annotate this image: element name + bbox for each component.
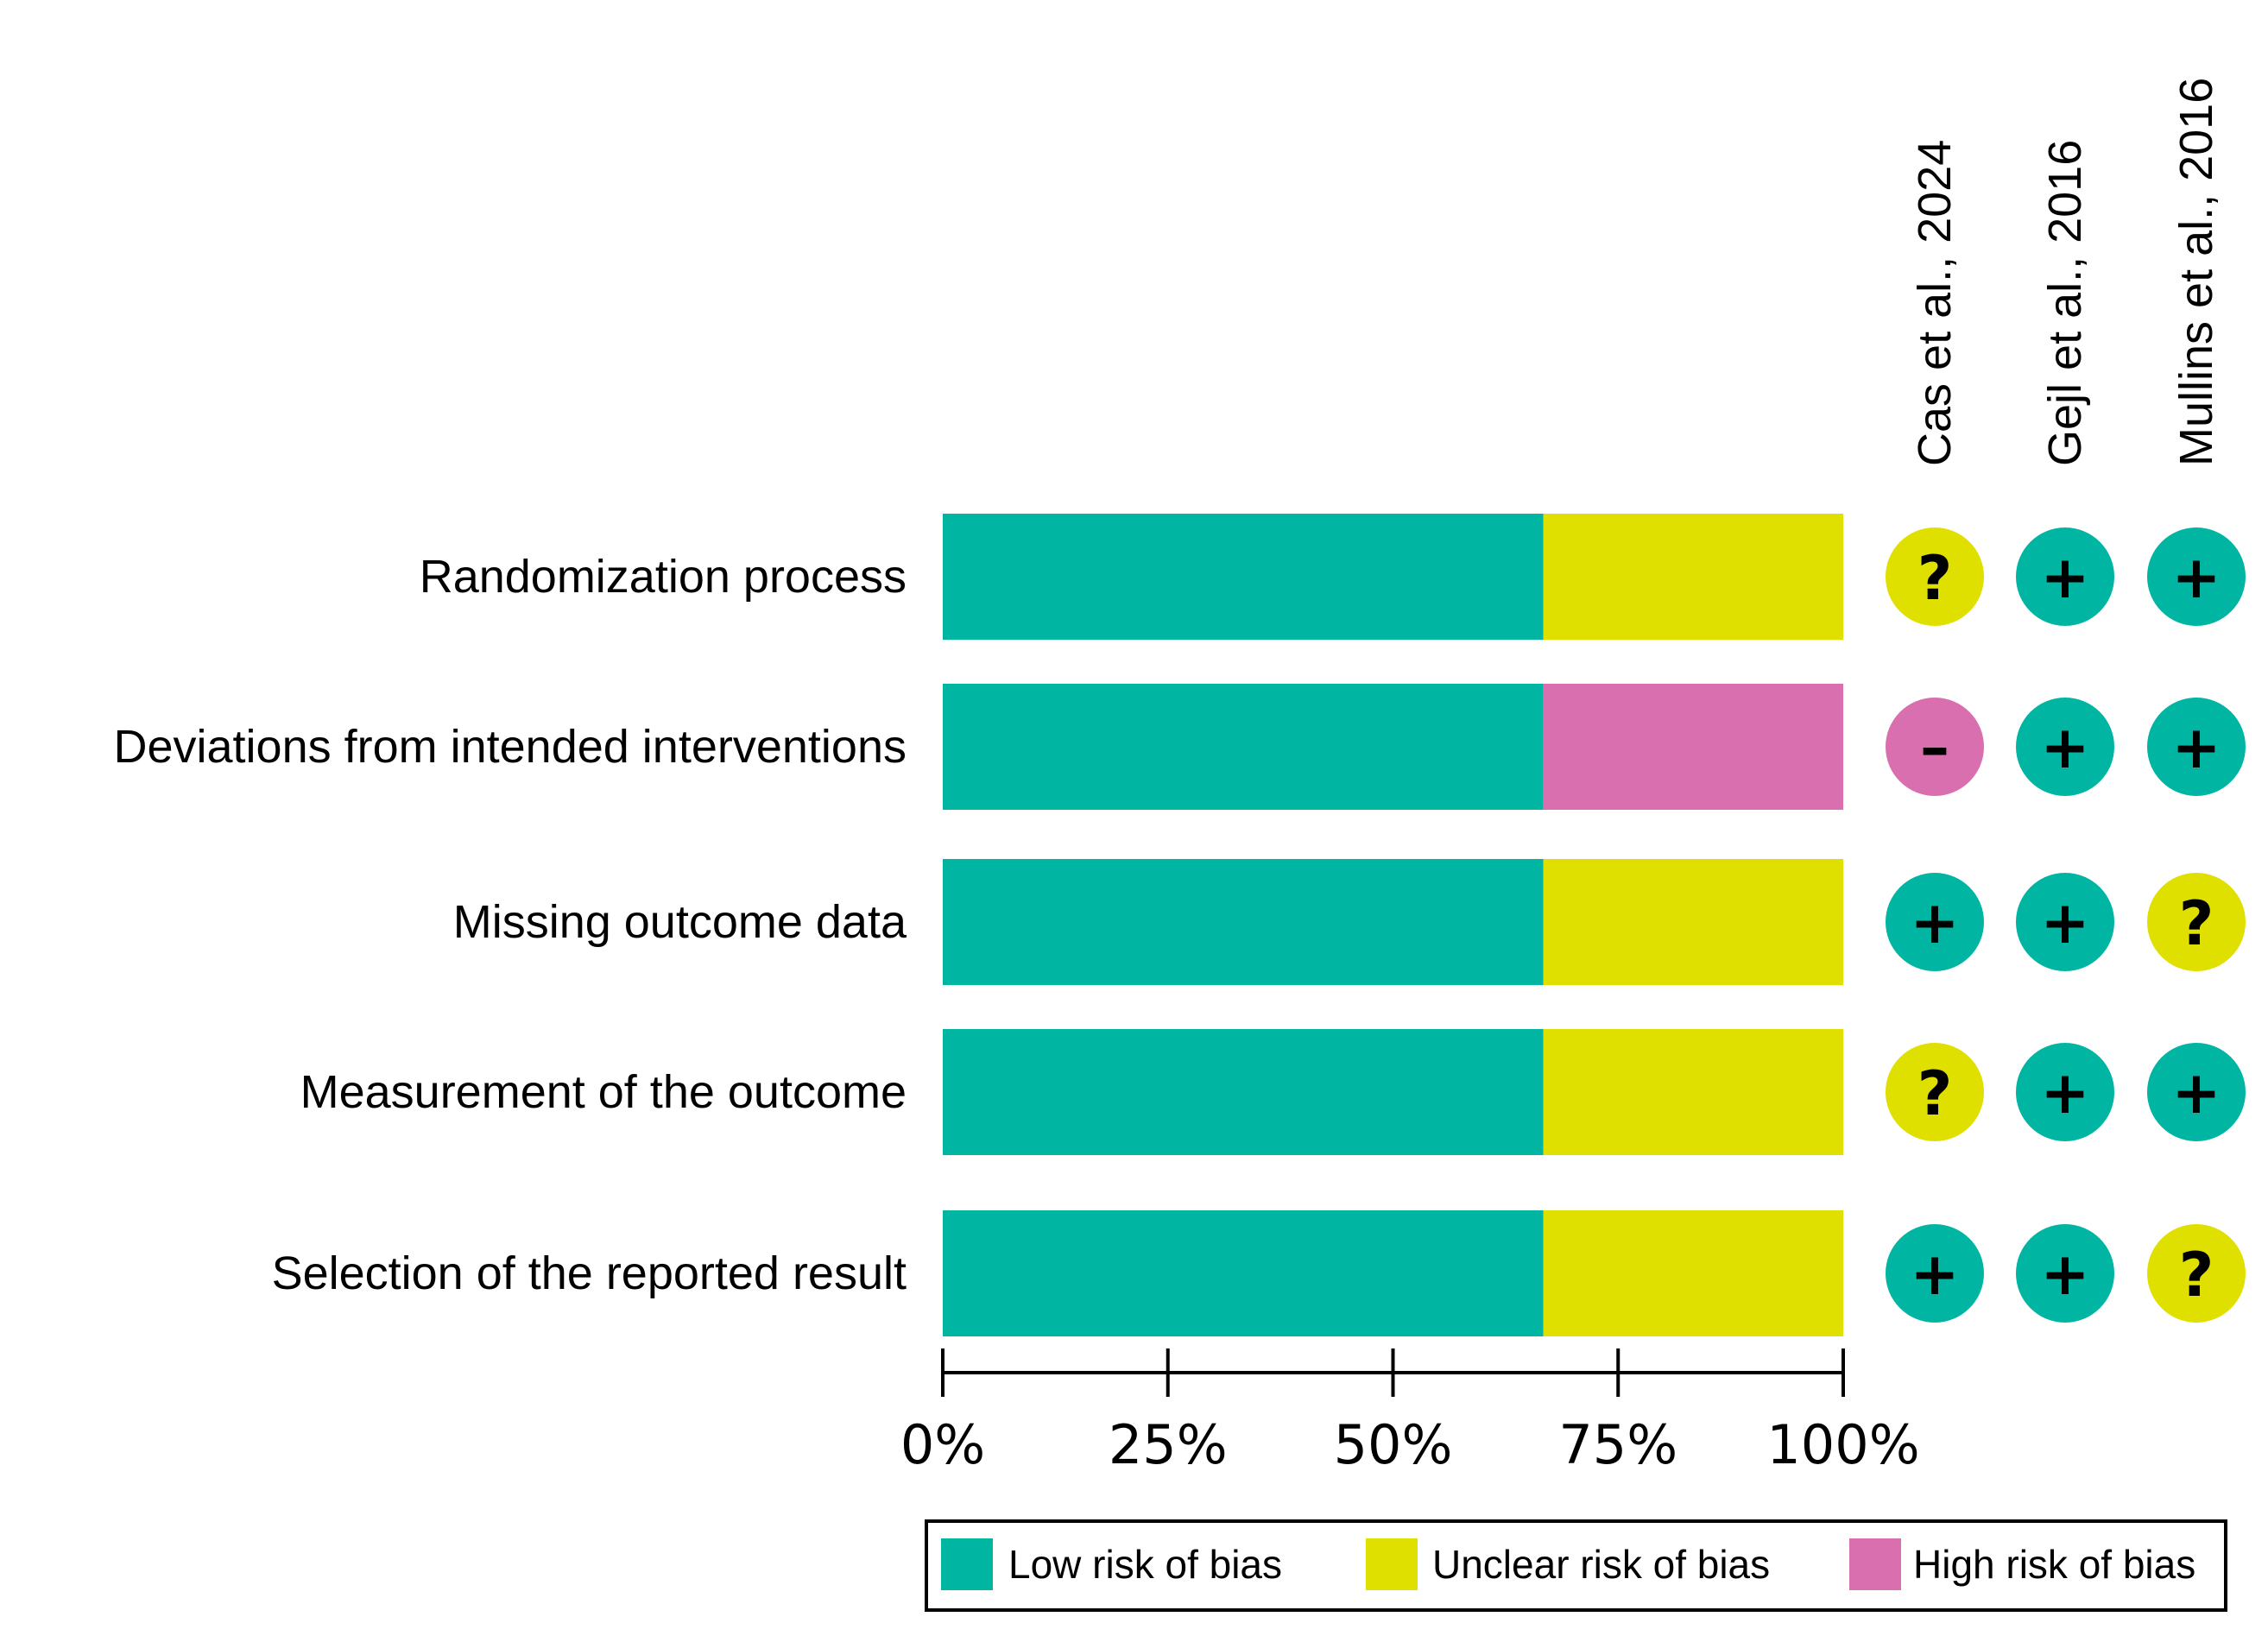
judgement-circle-unclear [1886,1043,1984,1141]
judgement-circle-high [1886,698,1984,796]
bar-segment-unclear-row-3 [1543,859,1843,985]
judgement-circle-unclear [2147,1224,2246,1323]
judgement-circle-low [2147,698,2246,796]
plus-icon: + [2041,889,2090,957]
legend-swatch-low [941,1538,993,1590]
bar-segment-low-row-1 [943,514,1544,640]
plus-icon: + [1911,1241,1960,1309]
judgement-circle-unclear [2147,873,2246,971]
x-axis: 0% 25% 50% 75% 100% [900,1348,1920,1476]
judgement-circle-low [1886,1224,1984,1323]
judgement-circle-low [2016,698,2114,796]
bar-segment-low-row-2 [943,684,1544,810]
category-label: Missing outcome data [453,896,907,948]
judgement-circle-low [2016,1043,2114,1141]
legend-label: High risk of bias [1913,1542,2195,1587]
judgement-circle-low [2147,1043,2246,1141]
stacked-bars [943,514,1843,1336]
x-tick-label: 50% [1334,1413,1453,1476]
study-labels: Cas et al., 2024 Gejl et al., 2016 Mullins… [1909,78,2222,466]
x-tick-label: 0% [900,1413,985,1476]
study-label: Mullins et al., 2016 [2170,78,2222,466]
study-label: Cas et al., 2024 [1909,140,1961,466]
category-label: Selection of the reported result [272,1247,907,1299]
x-tick-label: 25% [1109,1413,1228,1476]
bar-segment-unclear-row-4 [1543,1029,1843,1155]
judgement-circle-low [1886,873,1984,971]
plus-icon: + [2041,714,2090,782]
bar-segment-unclear-row-5 [1543,1210,1843,1336]
minus-icon: – [1920,714,1949,782]
study-label: Gejl et al., 2016 [2039,140,2091,466]
plus-icon: + [2041,1059,2090,1127]
legend-label: Low risk of bias [1008,1542,1282,1587]
question-icon: ? [2179,888,2214,959]
plus-icon: + [2172,544,2221,612]
bar-segment-low-row-5 [943,1210,1544,1336]
category-label: Measurement of the outcome [300,1066,907,1118]
judgement-circle-low [2147,527,2246,626]
judgement-circle-low [2016,873,2114,971]
legend-swatch-unclear [1366,1538,1418,1590]
bar-segment-high-row-2 [1543,684,1843,810]
legend: Low risk of bias Unclear risk of bias High… [925,1519,2227,1612]
bar-segment-unclear-row-1 [1543,514,1843,640]
legend-box [925,1519,2227,1612]
judgement-circle-unclear [1886,527,1984,626]
question-icon: ? [1917,543,1953,614]
category-label: Randomization process [420,551,907,603]
judgement-circle-low [2016,527,2114,626]
judgement-grid: ? + + – + + + +?? + + + +? [1886,527,2246,1323]
x-tick-label: 75% [1558,1413,1677,1476]
bar-segment-low-row-3 [943,859,1544,985]
category-label: Deviations from intended interventions [113,721,907,773]
category-labels: Randomization process Deviations from int… [113,551,907,1299]
plus-icon: + [2172,714,2221,782]
plus-icon: + [2172,1059,2221,1127]
x-tick-label: 100% [1766,1413,1919,1476]
plus-icon: + [2041,1241,2090,1309]
bar-segment-low-row-4 [943,1029,1544,1155]
plus-icon: + [1911,889,1960,957]
judgement-circle-low [2016,1224,2114,1323]
question-icon: ? [1917,1058,1953,1129]
legend-label: Unclear risk of bias [1432,1542,1770,1587]
question-icon: ? [2179,1240,2214,1310]
plus-icon: + [2041,544,2090,612]
legend-swatch-high [1849,1538,1901,1590]
